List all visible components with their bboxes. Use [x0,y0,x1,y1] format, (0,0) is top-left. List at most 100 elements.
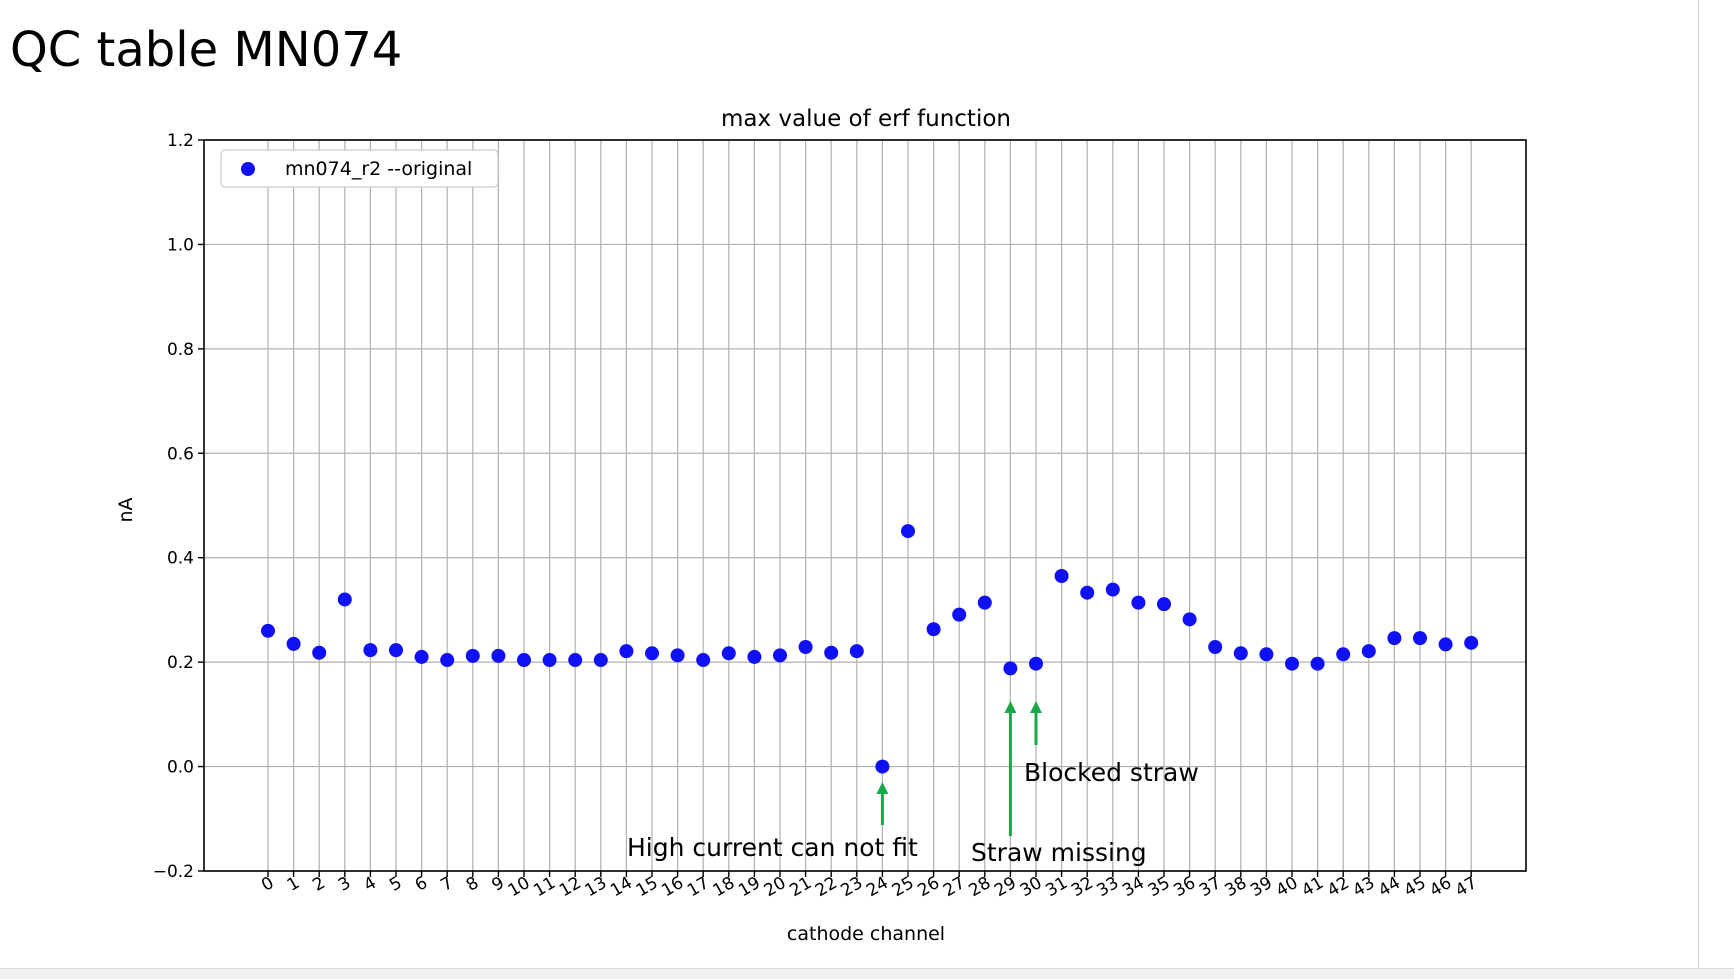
x-tick-label: 40 [1273,873,1302,901]
x-tick-label: 16 [658,873,687,901]
annotation-label: Blocked straw [1024,758,1199,787]
x-tick-label: 5 [386,873,405,896]
data-point [440,653,455,668]
y-tick-label: 0.0 [167,758,194,778]
data-point [517,653,531,668]
x-tick-label: 47 [1452,873,1481,901]
x-tick-label: 3 [335,873,354,896]
annotation-label: High current can not fit [627,833,918,862]
annotation-arrowhead [1004,701,1017,713]
data-point [261,623,275,638]
data-point [1003,661,1018,676]
data-point [1285,656,1299,671]
x-tick-label: 41 [1298,873,1327,901]
x-axis-title: cathode channel [787,923,945,945]
data-point [926,622,941,637]
data-point [491,648,506,663]
annotation-arrowhead [1030,701,1042,713]
x-tick-label: 14 [607,873,636,901]
x-tick-label: 24 [863,873,892,901]
x-tick-label: 38 [1222,873,1251,901]
data-point [875,759,890,774]
data-point [901,524,915,539]
x-tick-label: 12 [556,873,585,901]
data-point [465,648,480,663]
x-tick-label: 7 [437,873,456,896]
x-tick-label: 0 [258,873,277,896]
data-point [1413,631,1427,646]
data-point [1259,647,1274,662]
x-tick-label: 25 [889,873,918,901]
y-tick-label: 0.8 [167,340,194,360]
x-tick-label: 46 [1426,873,1455,901]
annotations: High current can not fit Straw missing Blo… [627,701,1199,867]
x-tick-label: 31 [1042,873,1071,901]
data-point [1182,612,1197,627]
x-tick-label: 10 [505,873,534,901]
data-point [1080,585,1095,600]
x-tick-label: 37 [1196,873,1225,901]
slide-title: QC table MN074 [10,22,403,78]
data-point [542,653,557,668]
data-point [1336,647,1351,662]
data-point [849,644,864,659]
x-tick-label: 19 [735,873,764,901]
y-tick-label: 0.2 [167,653,194,673]
x-tick-label: 23 [838,873,867,901]
x-tick-label: 33 [1094,873,1123,901]
data-point [1233,646,1248,661]
legend-marker [241,162,255,176]
data-point [414,649,429,664]
data-point [1157,597,1171,612]
x-tick-label: 34 [1119,873,1148,901]
x-tick-label: 13 [582,873,611,901]
slide-edge [1698,0,1699,968]
data-point [1310,656,1325,671]
data-point [286,636,301,651]
x-tick-label: 45 [1401,873,1430,901]
x-tick-label: 6 [412,873,431,896]
x-tick-label: 27 [940,873,969,901]
x-tick-label: 2 [309,873,328,896]
legend-box [220,149,499,188]
x-tick-label: 36 [1170,873,1199,901]
chart-title: max value of erf function [721,106,1011,132]
data-point [312,645,327,660]
data-point [1054,568,1069,583]
data-point [952,607,967,622]
x-tick-label: 29 [991,873,1020,901]
grid [204,139,1526,872]
x-tick-label: 39 [1247,873,1276,901]
x-tick-label: 28 [966,873,995,901]
data-point [363,643,378,658]
x-tick-label: 1 [284,873,303,896]
annotation-arrowhead [876,782,889,794]
legend-label: mn074_r2 --original [285,158,472,180]
data-point [1029,656,1043,671]
data-point [773,648,787,663]
plot-frame [203,139,1527,872]
data-point [1387,631,1402,646]
data-point [389,643,403,658]
x-tick-label: 26 [914,873,943,901]
data-point [721,646,736,661]
data-point [1361,644,1376,659]
x-tick-label: 8 [463,873,482,896]
plot-area [204,140,1526,871]
data-point [645,646,659,661]
data-point [824,645,839,660]
x-tick-label: 43 [1350,873,1379,901]
data-points [261,524,1479,774]
data-point [747,649,762,664]
data-point [568,653,583,668]
x-tick-label: 35 [1145,873,1174,901]
y-tick-label: 1.0 [167,235,194,255]
y-tick-label: −0.2 [153,862,194,882]
data-point [670,648,685,663]
slide-bottom-bar [0,968,1734,979]
x-tick-label: 17 [684,873,713,901]
annotation-label: Straw missing [971,838,1147,867]
y-tick-label: 0.6 [167,444,194,464]
